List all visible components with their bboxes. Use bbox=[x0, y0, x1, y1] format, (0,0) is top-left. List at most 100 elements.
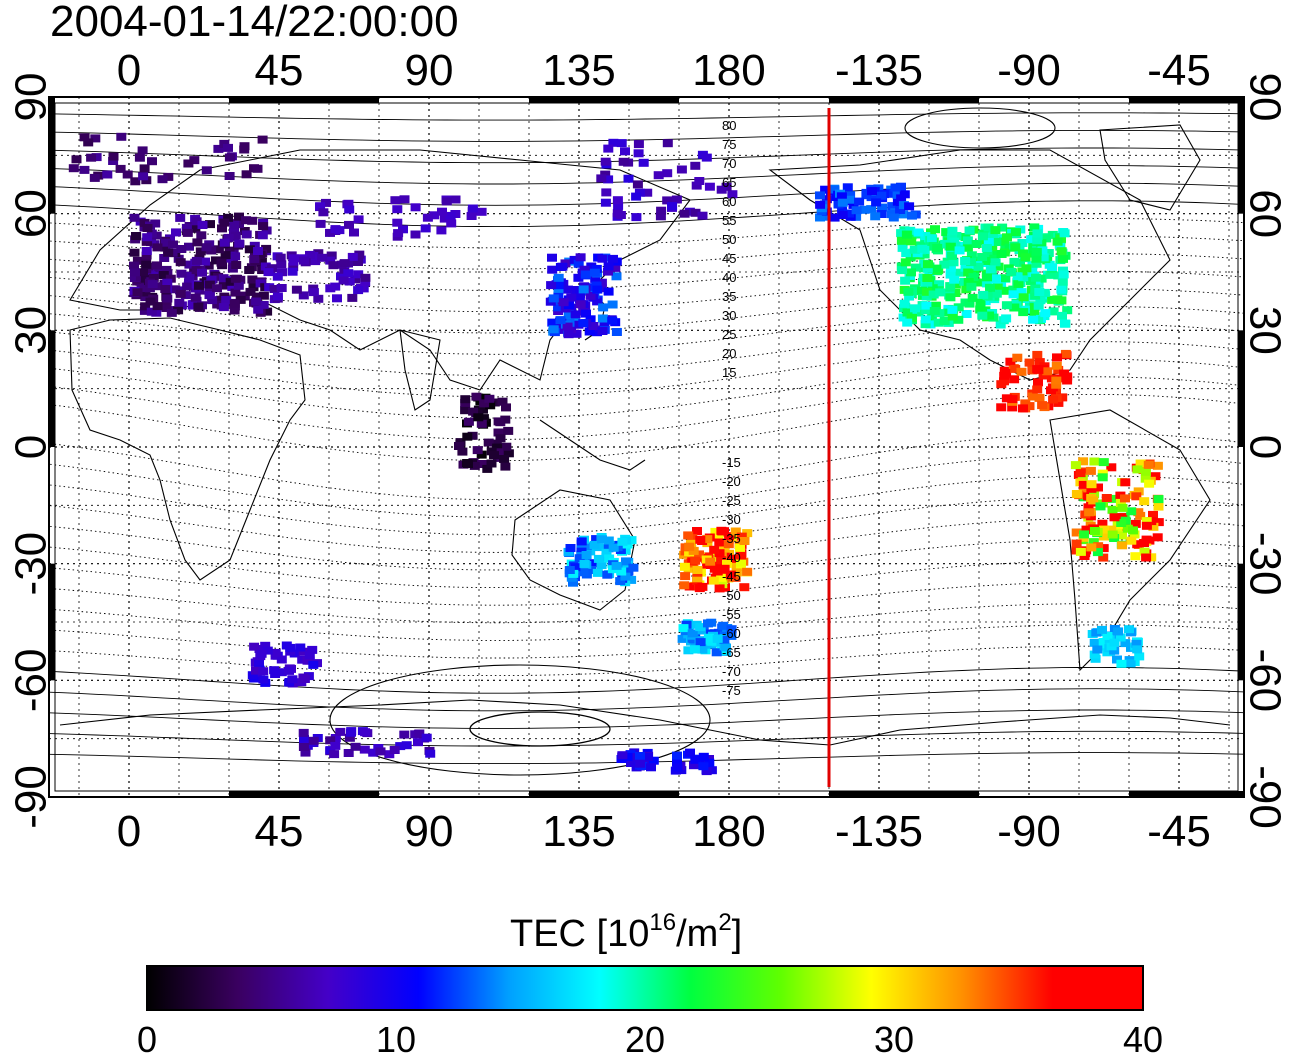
tec-cell bbox=[563, 285, 573, 294]
tec-cell bbox=[399, 195, 410, 204]
tec-cell bbox=[584, 327, 595, 336]
tec-cell bbox=[1088, 496, 1099, 505]
top-lon-tick-label: -90 bbox=[997, 46, 1061, 95]
tec-cell bbox=[71, 155, 82, 164]
tec-cell bbox=[739, 537, 750, 545]
left-lat-tick-label: -90 bbox=[7, 765, 56, 829]
tec-cell bbox=[945, 270, 956, 279]
tec-cell bbox=[229, 306, 240, 315]
top-lon-tick-label: 45 bbox=[255, 46, 304, 95]
tec-cell bbox=[129, 261, 139, 270]
tec-cell bbox=[928, 290, 939, 299]
tec-cell bbox=[260, 641, 271, 650]
tec-cell bbox=[142, 233, 153, 242]
tec-cell bbox=[1001, 314, 1012, 323]
tec-cell bbox=[122, 170, 133, 179]
tec-cell bbox=[694, 550, 704, 559]
tec-cell bbox=[187, 301, 198, 310]
tec-cell bbox=[977, 311, 988, 320]
tec-cell bbox=[960, 257, 971, 265]
tec-cell bbox=[1071, 539, 1082, 548]
tec-cell bbox=[592, 568, 603, 577]
tec-cell bbox=[181, 223, 192, 232]
tec-cell bbox=[248, 283, 259, 292]
tec-cell bbox=[945, 242, 956, 251]
tec-cell bbox=[1128, 526, 1138, 535]
tec-cell bbox=[742, 567, 753, 576]
tec-cell bbox=[547, 253, 557, 262]
tec-cell bbox=[298, 291, 309, 300]
tec-cell bbox=[578, 319, 589, 328]
top-lon-tick-label: -135 bbox=[835, 46, 923, 95]
tec-cell bbox=[212, 300, 223, 309]
tec-cell bbox=[1016, 367, 1027, 376]
tec-cell bbox=[837, 198, 848, 207]
tec-cell bbox=[662, 139, 673, 148]
contour-label: 40 bbox=[722, 270, 736, 285]
tec-cell bbox=[902, 308, 913, 317]
tec-cell bbox=[136, 284, 147, 292]
tec-cell bbox=[575, 289, 585, 298]
tec-cell bbox=[591, 281, 602, 290]
tec-cell bbox=[229, 299, 240, 308]
tec-cell bbox=[141, 247, 152, 255]
tec-cell bbox=[719, 564, 730, 573]
tec-cell bbox=[478, 414, 489, 423]
contour-label: -45 bbox=[722, 569, 741, 584]
tec-cell bbox=[1052, 237, 1063, 246]
tec-cell bbox=[597, 535, 607, 544]
tec-cell bbox=[618, 157, 629, 166]
tec-cell bbox=[227, 283, 238, 291]
tec-cell bbox=[575, 253, 586, 262]
tec-cell bbox=[622, 752, 633, 761]
tec-cell bbox=[590, 274, 601, 283]
tec-cell bbox=[503, 426, 514, 435]
tec-cell bbox=[191, 266, 202, 275]
tec-cell bbox=[258, 300, 269, 309]
tec-cell bbox=[270, 648, 281, 657]
tec-cell bbox=[703, 633, 714, 642]
tec-cell bbox=[1038, 371, 1049, 380]
tec-cell bbox=[684, 582, 695, 591]
tec-cell bbox=[909, 245, 920, 254]
tec-cell bbox=[139, 306, 150, 315]
tec-cell bbox=[678, 624, 689, 633]
tec-cell bbox=[225, 277, 236, 286]
tec-cell bbox=[961, 285, 972, 294]
tec-cell bbox=[302, 656, 313, 665]
tec-cell bbox=[180, 291, 191, 300]
tec-cell bbox=[308, 288, 319, 297]
tec-cell bbox=[558, 298, 569, 307]
tec-cell bbox=[897, 243, 908, 252]
tec-cell bbox=[1010, 243, 1021, 252]
tec-cell bbox=[962, 236, 973, 245]
tec-cell bbox=[139, 164, 150, 173]
tec-cell bbox=[231, 261, 242, 269]
tec-cell bbox=[714, 549, 725, 558]
tec-cell bbox=[192, 238, 203, 247]
tec-cell bbox=[679, 562, 690, 571]
tec-cell bbox=[901, 230, 912, 239]
tec-cell bbox=[223, 233, 234, 242]
tec-cell bbox=[1016, 288, 1027, 297]
tec-cell bbox=[1089, 650, 1100, 659]
tec-cell bbox=[723, 540, 734, 549]
tec-cell bbox=[876, 191, 887, 200]
tec-cell bbox=[217, 224, 227, 233]
tec-cell bbox=[906, 237, 917, 246]
tec-cell bbox=[706, 766, 717, 775]
tec-cell bbox=[690, 755, 701, 764]
tec-cell bbox=[253, 305, 264, 314]
tec-cell bbox=[1144, 479, 1155, 488]
tec-cell bbox=[197, 268, 207, 277]
tec-cell bbox=[564, 566, 575, 574]
tec-cell bbox=[219, 238, 230, 247]
tec-cell bbox=[1056, 247, 1067, 256]
tec-cell bbox=[690, 208, 701, 217]
tec-cell bbox=[347, 252, 358, 261]
tec-cell bbox=[79, 133, 90, 142]
tec-cell bbox=[166, 308, 177, 317]
tec-cell bbox=[695, 623, 706, 632]
tec-cell bbox=[288, 254, 299, 263]
tec-cell bbox=[1083, 503, 1094, 512]
